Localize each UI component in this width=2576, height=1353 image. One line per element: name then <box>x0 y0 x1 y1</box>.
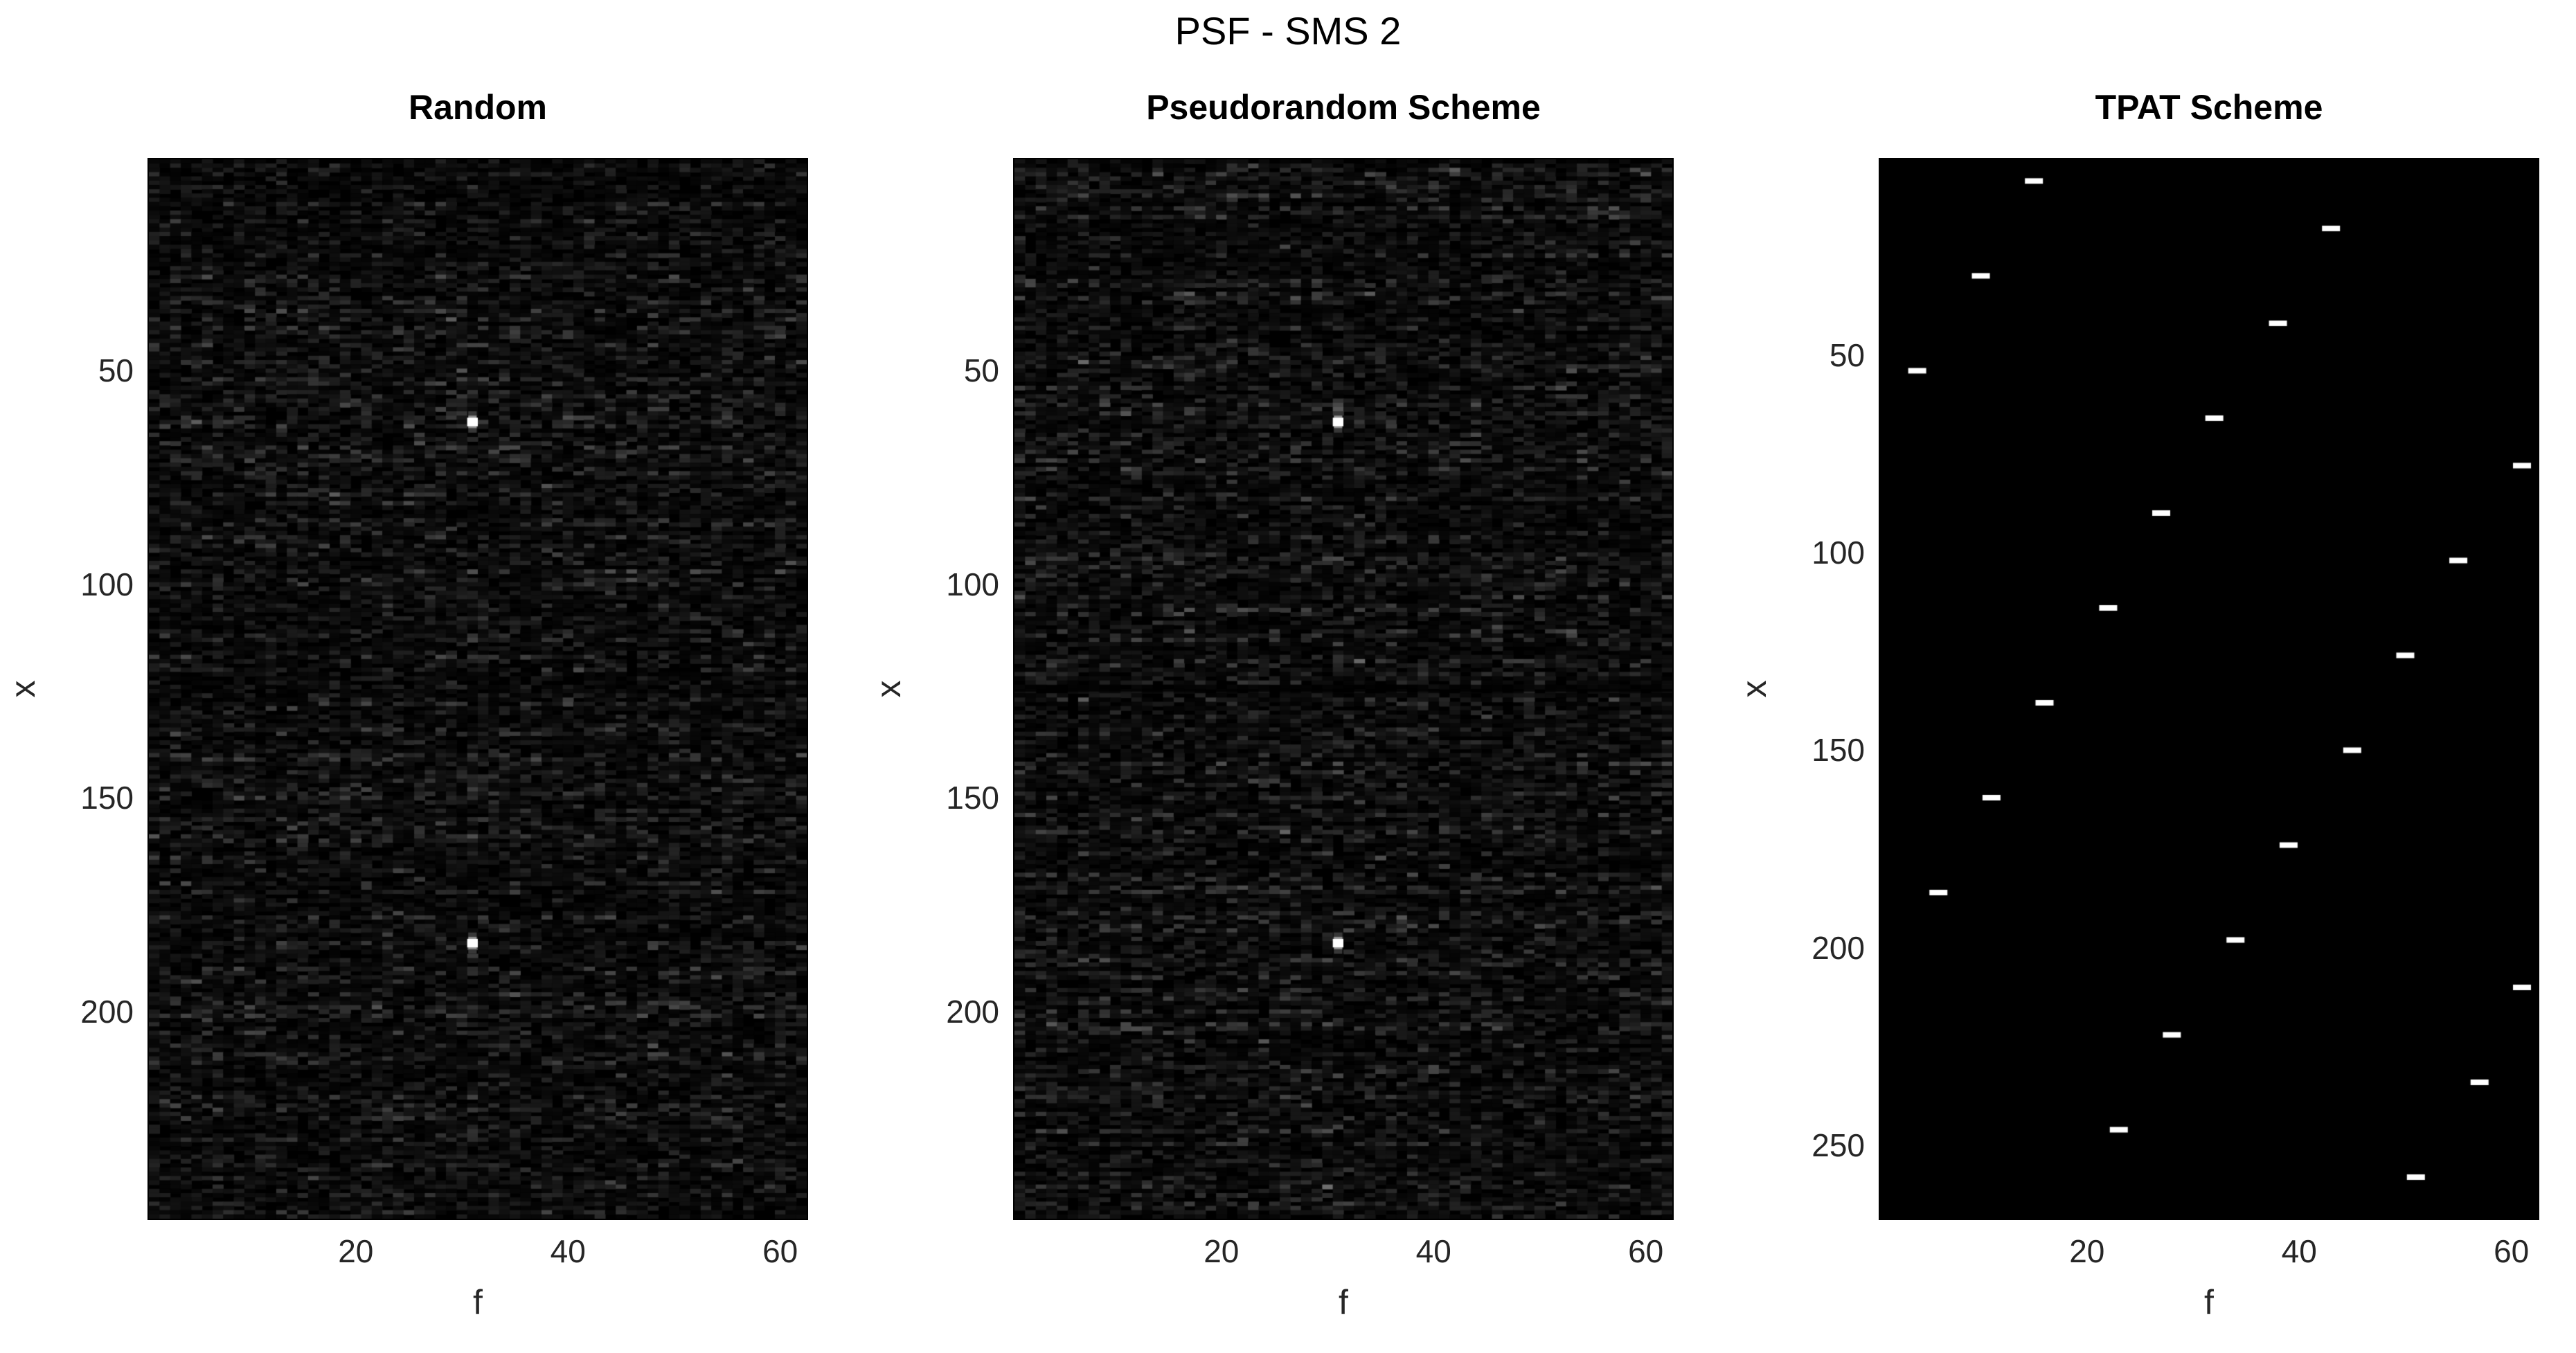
x-axis-label: f <box>2204 1283 2214 1322</box>
panel-title-random: Random <box>409 88 547 127</box>
x-tick-label: 40 <box>1415 1233 1451 1269</box>
y-axis-label: x <box>1735 680 1773 698</box>
y-tick-label: 200 <box>1812 929 1865 966</box>
heatmap-tpat <box>1879 158 2539 1220</box>
x-tick-label: 60 <box>762 1233 798 1269</box>
x-tick-label: 20 <box>338 1233 374 1269</box>
x-tick-label: 60 <box>2494 1233 2530 1269</box>
x-tick-label: 20 <box>2069 1233 2105 1269</box>
y-tick-label: 50 <box>1829 337 1865 373</box>
y-tick-label: 100 <box>946 566 999 602</box>
y-tick-label: 100 <box>1812 535 1865 571</box>
x-axis-label: f <box>1339 1283 1348 1322</box>
x-tick-label: 40 <box>550 1233 586 1269</box>
subplot-random: Random x f 50 100 150 200 20 40 60 <box>3 88 808 1322</box>
subplot-pseudorandom: Pseudorandom Scheme x f 50 100 150 200 20 40 6… <box>869 88 1674 1322</box>
figure-title: PSF - SMS 2 <box>1174 9 1402 53</box>
y-axis-label: x <box>3 680 42 698</box>
y-tick-label: 100 <box>80 566 134 602</box>
y-tick-label: 150 <box>946 780 999 816</box>
x-axis-label: f <box>473 1283 483 1322</box>
y-tick-label: 200 <box>80 993 134 1030</box>
x-tick-label: 60 <box>1628 1233 1664 1269</box>
panel-title-tpat: TPAT Scheme <box>2095 88 2323 127</box>
x-tick-label: 20 <box>1204 1233 1240 1269</box>
y-tick-label: 50 <box>98 352 134 389</box>
subplot-tpat: TPAT Scheme x f 50 100 150 200 250 20 40 60 <box>1735 88 2539 1322</box>
x-tick-label: 40 <box>2281 1233 2317 1269</box>
heatmap-pseudorandom <box>1013 158 1674 1220</box>
panel-title-pseudorandom: Pseudorandom Scheme <box>1146 88 1541 127</box>
y-axis-label: x <box>869 680 908 698</box>
y-tick-label: 250 <box>1812 1127 1865 1164</box>
y-tick-label: 150 <box>1812 732 1865 769</box>
y-tick-label: 50 <box>963 352 999 389</box>
y-tick-label: 150 <box>80 780 134 816</box>
y-tick-label: 200 <box>946 993 999 1030</box>
heatmap-random <box>147 158 808 1220</box>
